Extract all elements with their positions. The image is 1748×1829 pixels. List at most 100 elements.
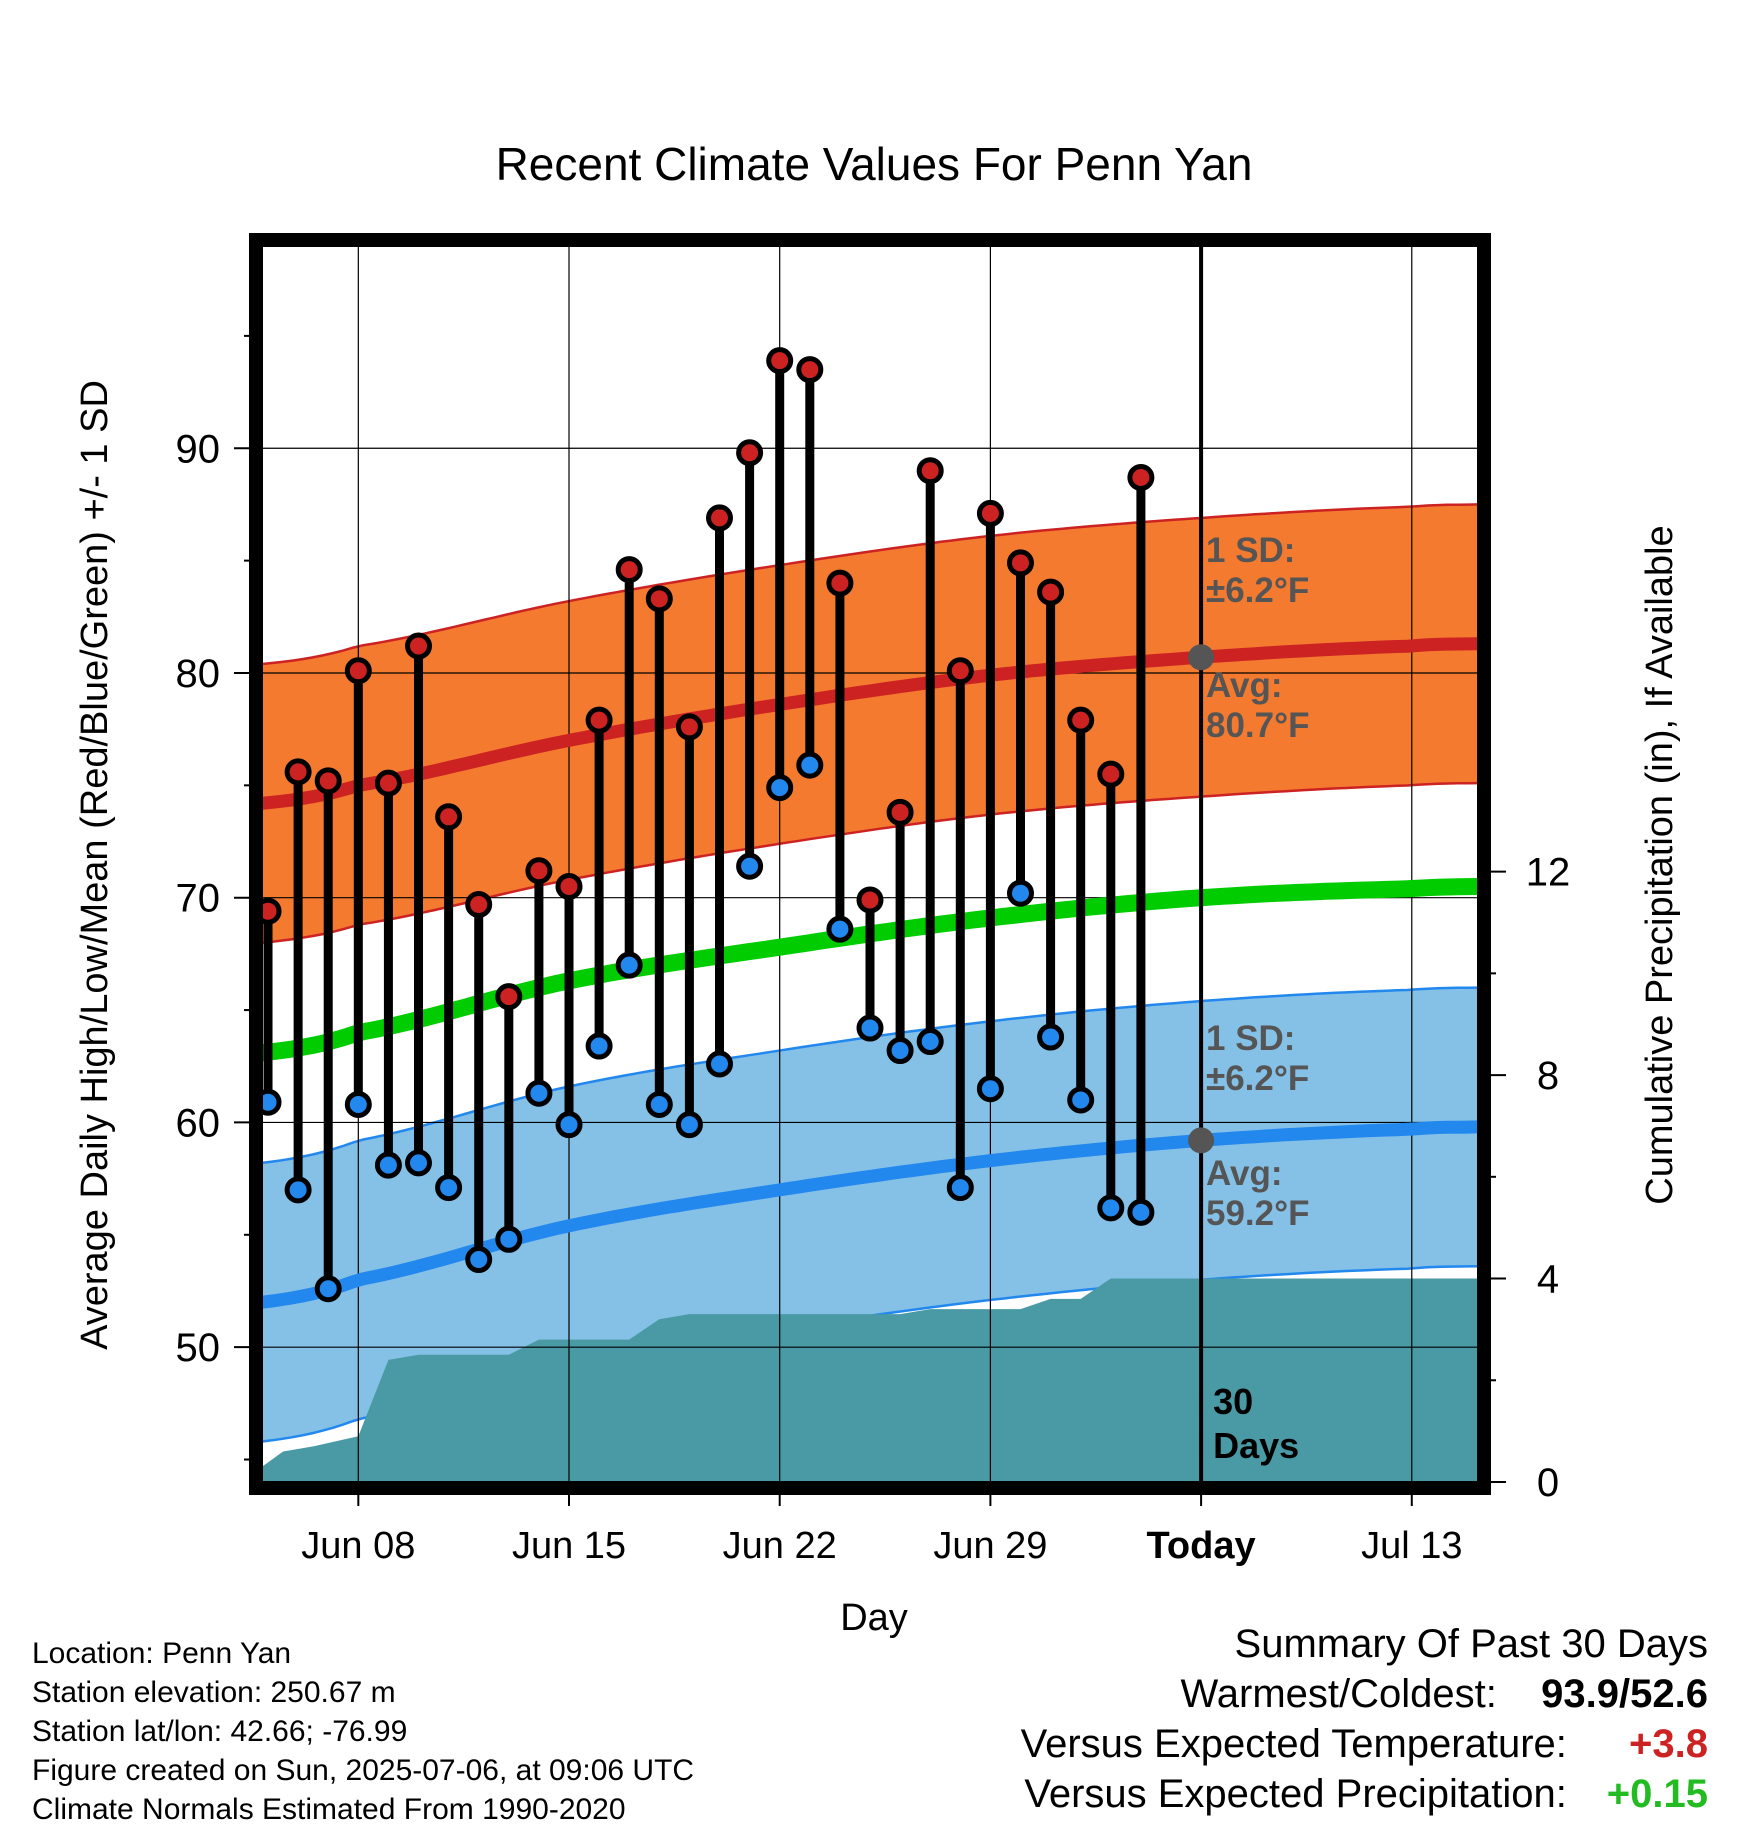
y-tick-label-right: 8 — [1537, 1054, 1559, 1098]
chart-title: Recent Climate Values For Penn Yan — [496, 138, 1253, 190]
daily-low-point — [976, 1075, 1004, 1103]
daily-high-point — [615, 556, 643, 584]
daily-low-point — [1006, 879, 1034, 907]
daily-high-point — [344, 657, 372, 685]
summary-temp-value: +3.8 — [1629, 1722, 1708, 1766]
x-axis-label: Day — [840, 1597, 908, 1639]
daily-high-point — [856, 886, 884, 914]
y-tick-label-right: 0 — [1537, 1461, 1559, 1505]
daily-low-point — [555, 1111, 583, 1139]
daily-low-point — [796, 751, 824, 779]
daily-high-point — [405, 632, 433, 660]
y-tick-label-left: 70 — [176, 877, 221, 921]
window-label-line: Days — [1213, 1425, 1299, 1466]
x-tick-label: Jun 15 — [512, 1525, 626, 1567]
daily-high-point — [736, 439, 764, 467]
daily-high-point — [946, 657, 974, 685]
x-tick-label: Jun 22 — [723, 1525, 837, 1567]
today-low-avg-marker — [1188, 1127, 1215, 1154]
daily-high-point — [1067, 706, 1095, 734]
window-label-line: 30 — [1213, 1381, 1253, 1422]
summary-precip: Versus Expected Precipitation: +0.15 — [1024, 1772, 1708, 1817]
daily-high-point — [314, 767, 342, 795]
daily-high-point — [374, 769, 402, 797]
normal-high-band — [262, 504, 1478, 943]
daily-low-point — [675, 1111, 703, 1139]
daily-high-point — [766, 347, 794, 375]
annotation-high_sd-label: 1 SD: — [1206, 531, 1295, 570]
daily-high-point — [886, 798, 914, 826]
daily-low-point — [1037, 1023, 1065, 1051]
daily-low-point — [946, 1174, 974, 1202]
daily-high-point — [1127, 463, 1155, 491]
footer-normals: Climate Normals Estimated From 1990-2020 — [32, 1793, 626, 1826]
daily-high-point — [1006, 549, 1034, 577]
y-tick-label-right: 4 — [1537, 1258, 1559, 1302]
daily-low-point — [1127, 1198, 1155, 1226]
daily-high-point — [916, 457, 944, 485]
annotation-low_sd-label: 1 SD: — [1206, 1019, 1295, 1058]
daily-high-point — [1037, 578, 1065, 606]
daily-low-point — [826, 915, 854, 943]
daily-high-point — [1097, 760, 1125, 788]
daily-low-point — [615, 951, 643, 979]
daily-low-point — [916, 1028, 944, 1056]
daily-low-point — [435, 1174, 463, 1202]
normal-high-band-lower-edge — [262, 781, 1478, 944]
plot-frame — [249, 233, 1491, 1495]
normal-high-line — [262, 637, 1478, 810]
y-tick-label-left: 80 — [176, 652, 221, 696]
precip-area — [262, 1278, 1478, 1482]
annotation-high_sd-value: ±6.2°F — [1206, 571, 1309, 610]
footer-created: Figure created on Sun, 2025-07-06, at 09… — [32, 1754, 695, 1787]
daily-high-point — [796, 356, 824, 384]
x-tick-label: Jun 08 — [301, 1525, 415, 1567]
daily-high-point — [465, 890, 493, 918]
x-tick-label: Jun 29 — [933, 1525, 1047, 1567]
summary-precip-value: +0.15 — [1606, 1772, 1708, 1816]
summary-precip-label: Versus Expected Precipitation: — [1024, 1772, 1567, 1816]
footer-location: Location: Penn Yan — [32, 1637, 292, 1670]
y-tick-label-right: 12 — [1526, 851, 1571, 895]
daily-low-point — [314, 1275, 342, 1303]
annotation-low_sd-value: ±6.2°F — [1206, 1059, 1309, 1098]
plot-interior — [262, 246, 1478, 1482]
daily-high-point — [826, 569, 854, 597]
y-tick-label-left: 90 — [176, 427, 221, 471]
summary-warm-cold: Warmest/Coldest: 93.9/52.6 — [1181, 1672, 1709, 1717]
daily-low-point — [856, 1014, 884, 1042]
annotation-low_avg-label: Avg: — [1206, 1154, 1282, 1193]
y-tick-label-left: 50 — [176, 1326, 221, 1370]
daily-low-point — [1067, 1086, 1095, 1114]
summary-temp: Versus Expected Temperature: +3.8 — [1021, 1722, 1708, 1767]
daily-low-point — [706, 1050, 734, 1078]
daily-low-point — [284, 1176, 312, 1204]
daily-low-point — [262, 1088, 282, 1116]
x-tick-label: Jul 13 — [1361, 1525, 1462, 1567]
summary-title: Summary Of Past 30 Days — [1234, 1622, 1708, 1666]
daily-low-point — [766, 774, 794, 802]
daily-high-point — [435, 803, 463, 831]
daily-low-point — [736, 852, 764, 880]
y-axis-label-left: Average Daily High/Low/Mean (Red/Blue/Gr… — [74, 380, 116, 1350]
daily-high-point — [262, 897, 282, 925]
footer-elevation: Station elevation: 250.67 m — [32, 1676, 396, 1709]
daily-low-point — [374, 1151, 402, 1179]
annotation-high_avg-value: 80.7°F — [1206, 706, 1310, 745]
summary-temp-label: Versus Expected Temperature: — [1020, 1722, 1567, 1766]
daily-high-point — [645, 585, 673, 613]
y-tick-label-left: 60 — [176, 1101, 221, 1145]
footer-latlon: Station lat/lon: 42.66; -76.99 — [32, 1715, 408, 1748]
daily-high-point — [525, 857, 553, 885]
x-tick-label: Today — [1147, 1525, 1256, 1567]
daily-high-point — [675, 713, 703, 741]
daily-low-point — [465, 1246, 493, 1274]
normal-high-band-upper-edge — [262, 503, 1478, 666]
daily-low-point — [585, 1032, 613, 1060]
summary-warm-cold-label: Warmest/Coldest: — [1180, 1672, 1497, 1716]
daily-low-point — [1097, 1194, 1125, 1222]
daily-low-point — [405, 1149, 433, 1177]
daily-low-point — [886, 1037, 914, 1065]
